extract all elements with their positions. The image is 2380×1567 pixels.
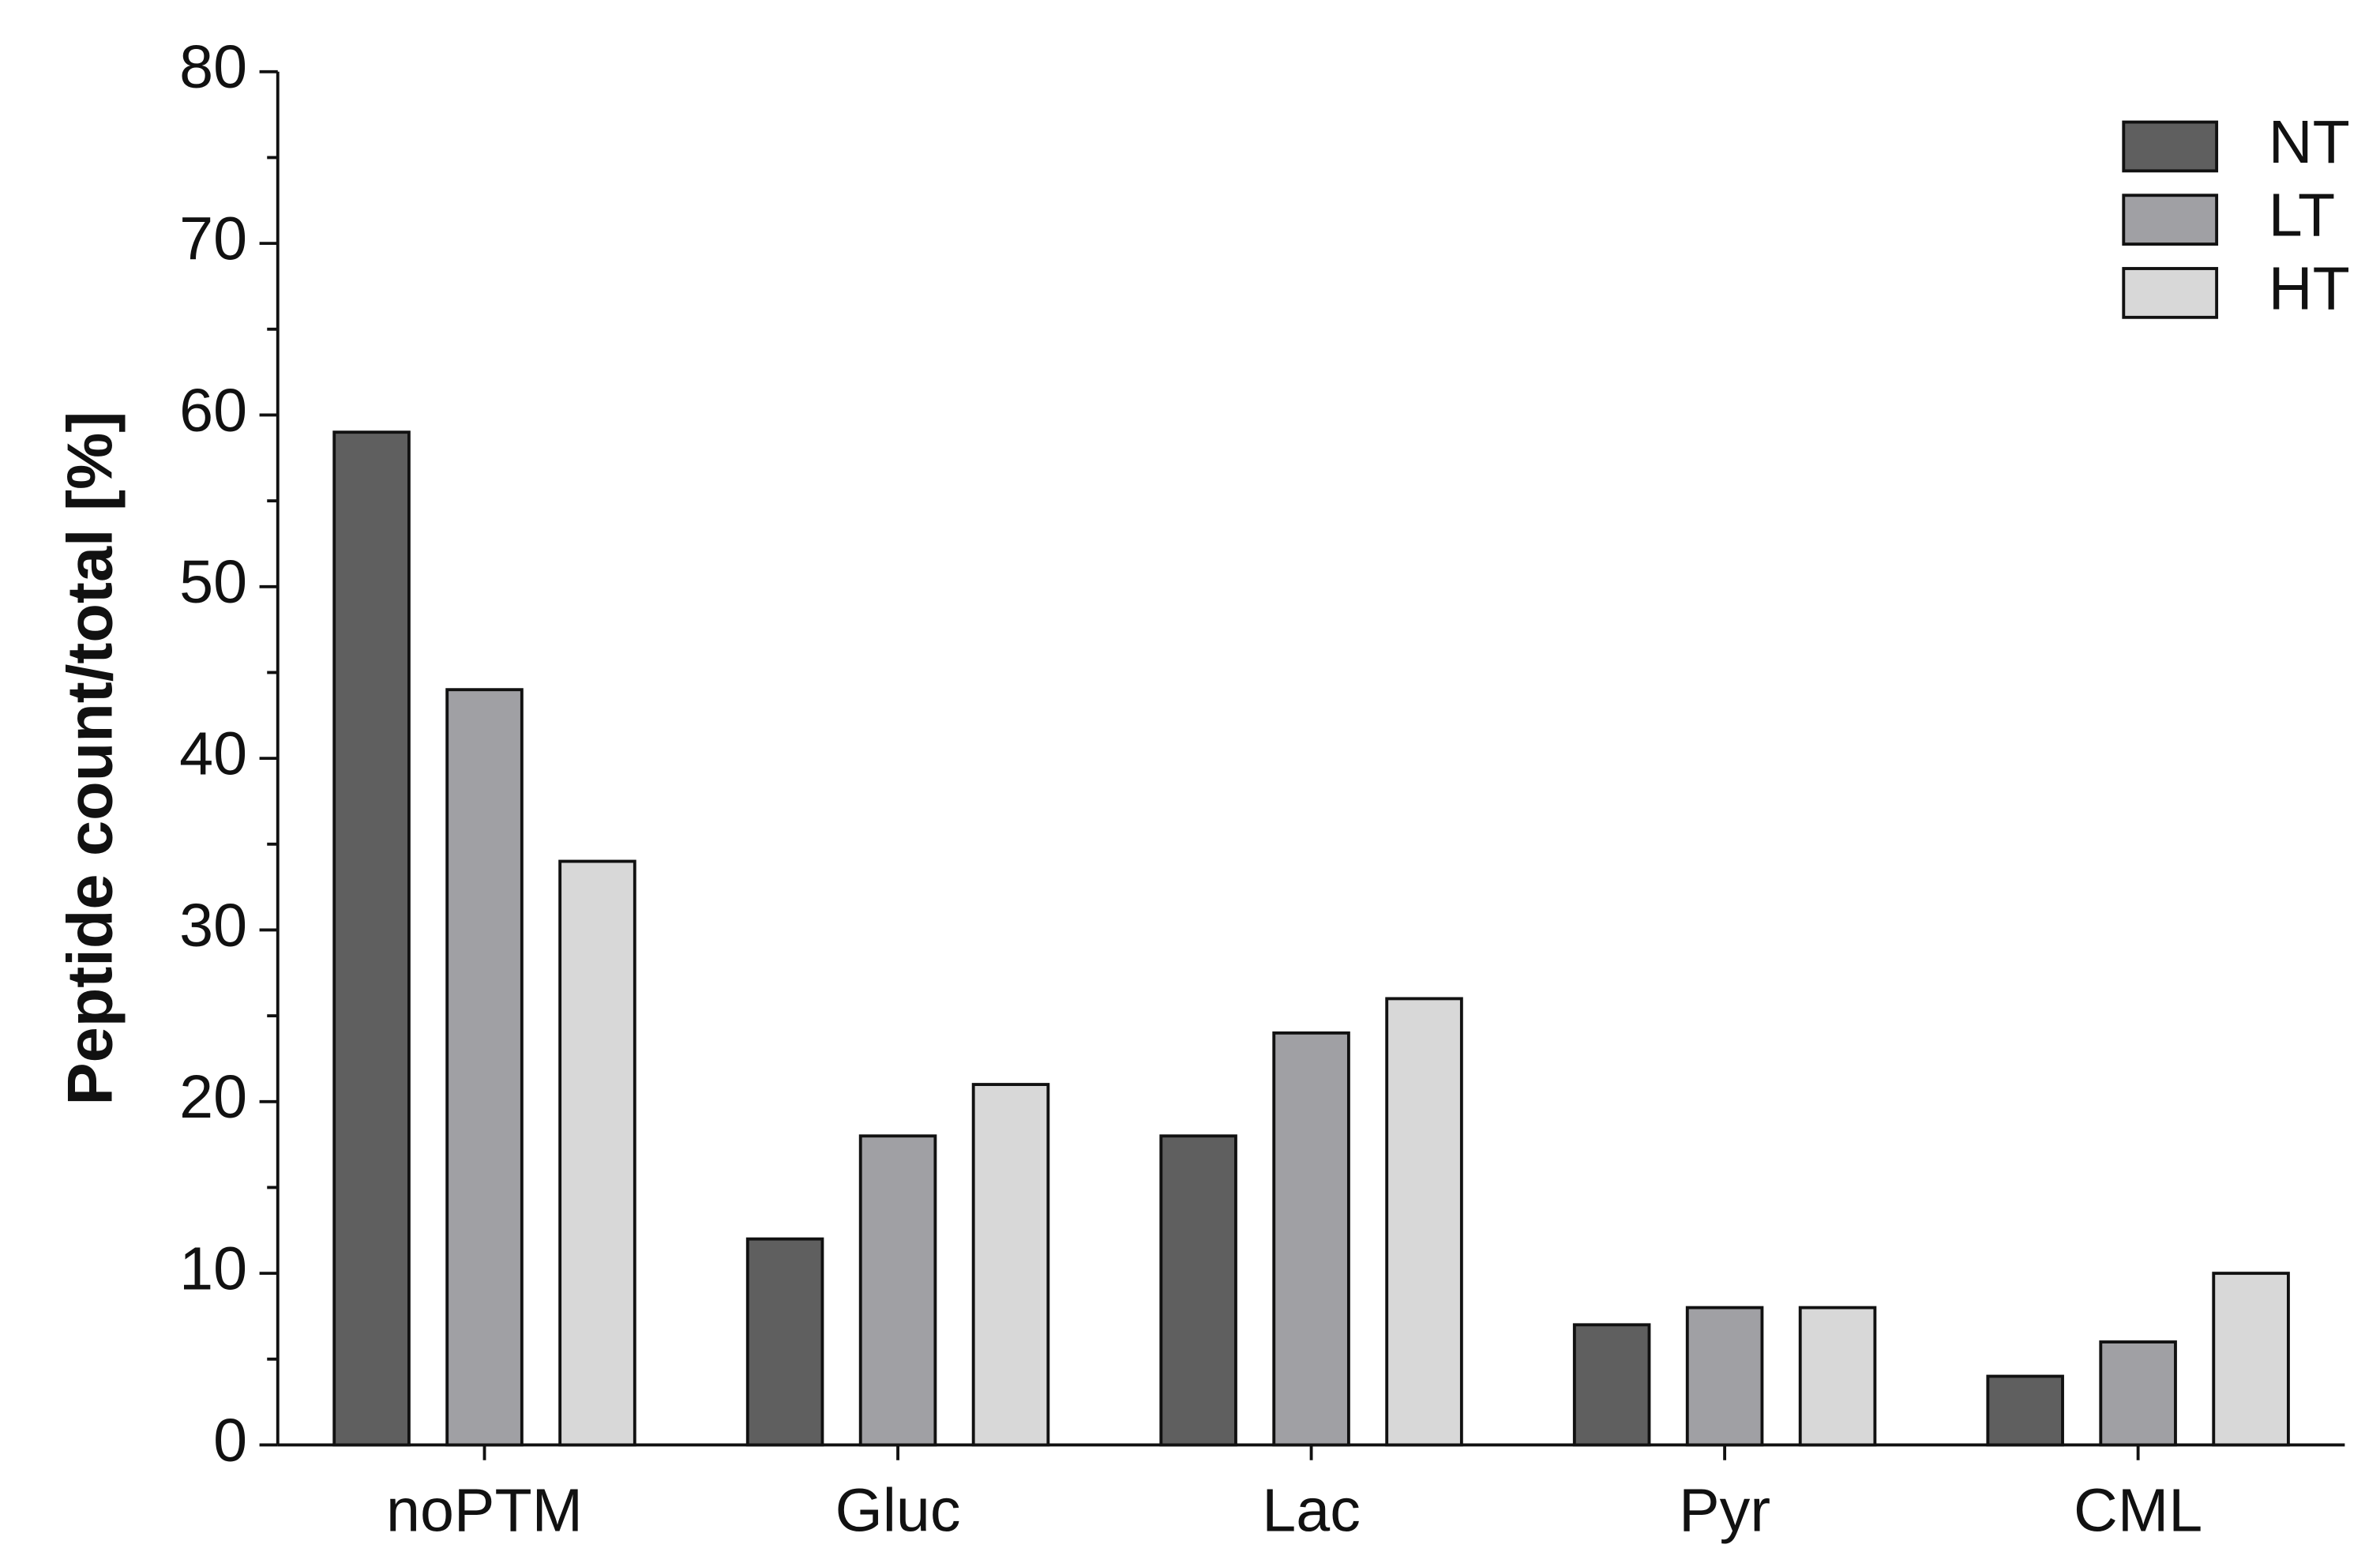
bar	[1272, 1031, 1350, 1447]
bar	[1685, 1306, 1764, 1447]
bar	[745, 1237, 824, 1447]
legend-swatch	[2122, 194, 2219, 246]
bar	[2212, 1272, 2290, 1447]
legend-swatch	[2122, 120, 2219, 173]
y-tick-label: 0	[213, 1407, 247, 1475]
x-tick-label: CML	[2074, 1477, 2202, 1545]
x-tick-label: noPTM	[386, 1477, 583, 1545]
bar	[1798, 1306, 1877, 1447]
bar	[971, 1083, 1050, 1447]
y-tick-label: 70	[179, 205, 247, 273]
legend-label: NT	[2269, 108, 2350, 176]
y-tick-label: 20	[179, 1063, 247, 1131]
bar	[1159, 1134, 1237, 1447]
y-tick-label: 80	[179, 33, 247, 101]
bar	[558, 859, 636, 1447]
bar	[2099, 1340, 2177, 1447]
bar	[1986, 1374, 2064, 1447]
legend-label: LT	[2269, 182, 2335, 250]
y-tick-label: 30	[179, 892, 247, 960]
legend-swatch	[2122, 267, 2219, 319]
y-tick-label: 40	[179, 720, 247, 788]
bar	[445, 688, 524, 1447]
x-tick-label: Pyr	[1679, 1477, 1770, 1545]
y-tick-label: 60	[179, 377, 247, 445]
y-tick-label: 50	[179, 548, 247, 616]
bar	[1572, 1323, 1651, 1447]
y-axis-title: Peptide count/total [%]	[54, 411, 126, 1106]
y-tick-label: 10	[179, 1235, 247, 1303]
x-tick-label: Gluc	[835, 1477, 961, 1545]
bar	[332, 430, 411, 1447]
bar	[1385, 997, 1463, 1447]
legend-label: HT	[2269, 254, 2350, 322]
x-tick-label: Lac	[1262, 1477, 1361, 1545]
bar	[858, 1134, 937, 1447]
